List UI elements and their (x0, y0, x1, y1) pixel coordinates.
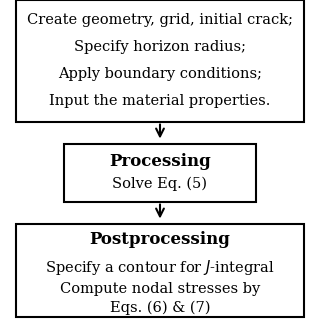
Text: Postprocessing: Postprocessing (90, 231, 230, 248)
Text: Specify a contour for $\it{J}$-integral: Specify a contour for $\it{J}$-integral (45, 258, 275, 277)
Text: Apply boundary conditions;: Apply boundary conditions; (58, 67, 262, 81)
Text: Eqs. (6) & (7): Eqs. (6) & (7) (110, 300, 210, 315)
Text: Processing: Processing (109, 153, 211, 170)
FancyBboxPatch shape (64, 144, 256, 202)
Text: Compute nodal stresses by: Compute nodal stresses by (60, 282, 260, 296)
Text: Create geometry, grid, initial crack;: Create geometry, grid, initial crack; (27, 13, 293, 27)
FancyBboxPatch shape (16, 0, 304, 122)
Text: Input the material properties.: Input the material properties. (49, 94, 271, 108)
FancyBboxPatch shape (16, 224, 304, 317)
Text: Solve Eq. (5): Solve Eq. (5) (113, 177, 207, 191)
Text: Specify horizon radius;: Specify horizon radius; (74, 40, 246, 54)
